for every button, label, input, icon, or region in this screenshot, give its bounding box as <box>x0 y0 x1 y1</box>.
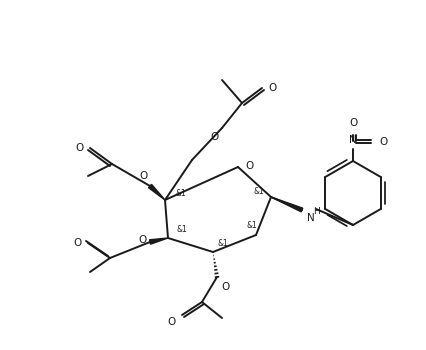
Text: O: O <box>139 235 147 245</box>
Text: O: O <box>268 83 276 93</box>
Text: &1: &1 <box>253 187 265 196</box>
Text: O: O <box>349 118 357 128</box>
Text: O: O <box>74 238 82 248</box>
Text: &1: &1 <box>218 239 228 248</box>
Text: &1: &1 <box>176 189 187 197</box>
Text: H: H <box>313 207 320 216</box>
Text: N: N <box>307 213 315 223</box>
Polygon shape <box>149 184 165 200</box>
Text: O: O <box>211 132 219 142</box>
Text: O: O <box>245 161 253 171</box>
Text: &1: &1 <box>247 220 257 230</box>
Text: &1: &1 <box>177 225 187 234</box>
Text: O: O <box>168 317 176 327</box>
Polygon shape <box>271 197 303 212</box>
Text: O: O <box>140 171 148 181</box>
Text: O: O <box>221 282 229 292</box>
Text: O: O <box>76 143 84 153</box>
Text: O: O <box>379 137 387 147</box>
Text: N: N <box>349 135 357 145</box>
Polygon shape <box>150 238 168 244</box>
